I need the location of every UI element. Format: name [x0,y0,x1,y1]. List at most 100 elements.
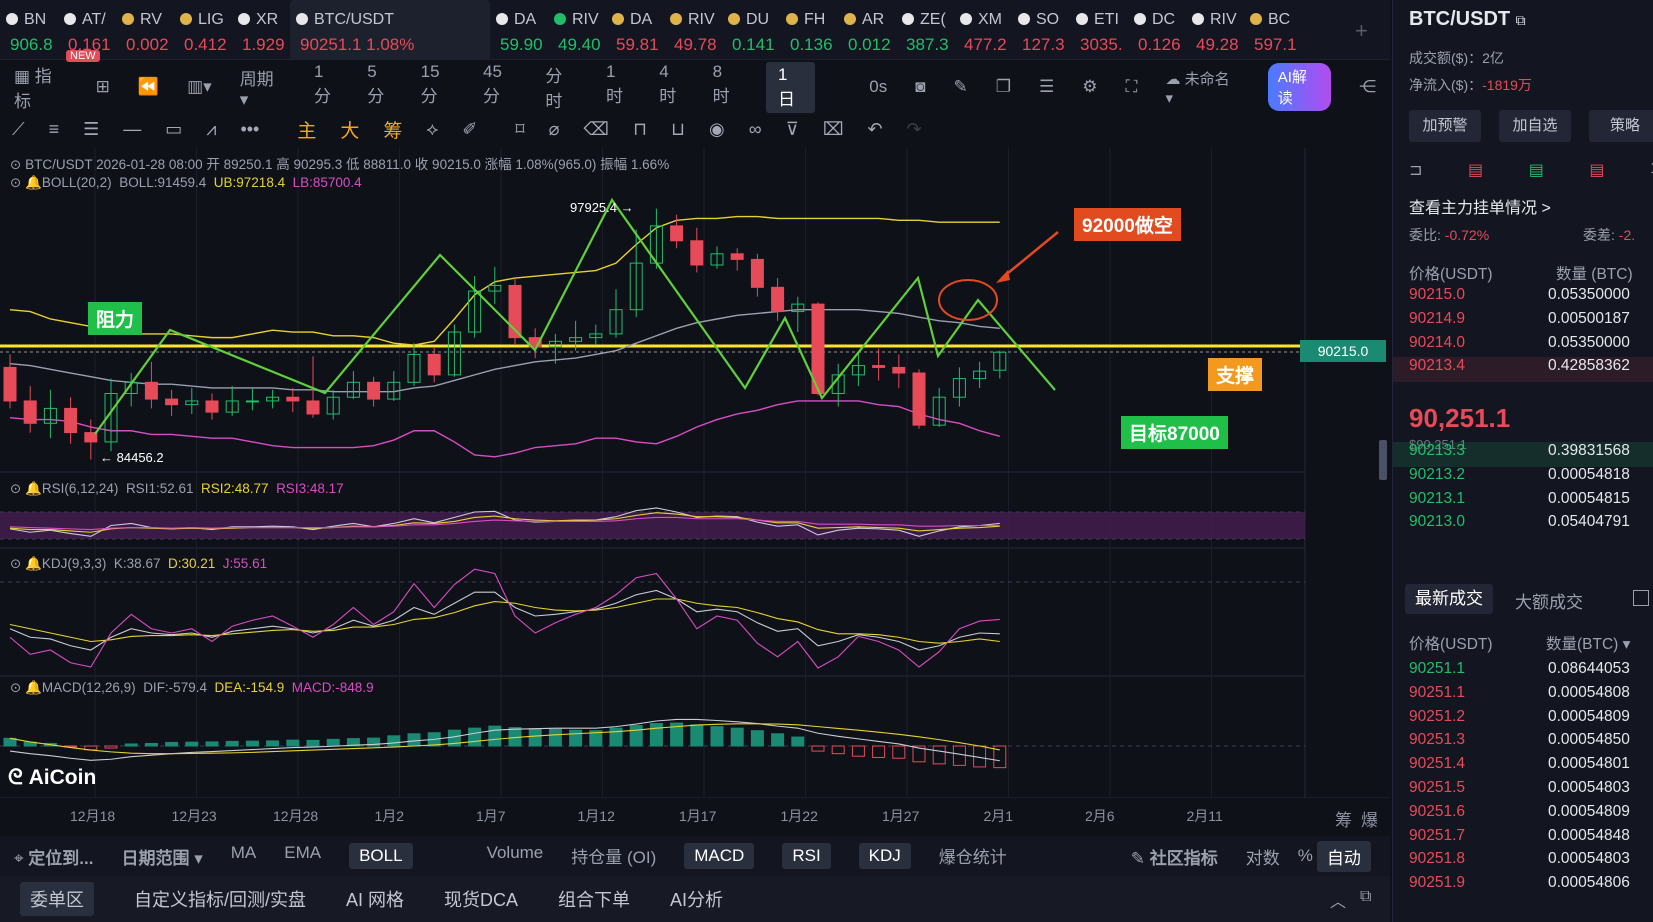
orderbook-row[interactable]: 90251.3 0.00054850 [1393,731,1653,756]
layout-icon[interactable]: ⊞ [95,77,110,96]
orderbook-row[interactable]: 90213.4 0.42858362 [1393,357,1653,383]
line-tool-icon[interactable]: ⟋ [12,118,25,139]
ticker-tab[interactable]: DC 0.126 [1128,0,1186,60]
trades-qty-header[interactable]: 数量(BTC) ▾ [1546,636,1631,653]
strategy-button[interactable]: 策略 [1589,110,1653,142]
orderbook-row[interactable]: 90251.6 0.00054809 [1393,803,1653,828]
redo-icon[interactable]: ↷ [906,118,922,139]
orderbook-row[interactable]: 90215.0 0.05350000 [1393,286,1653,311]
ray-tool-icon[interactable]: — [123,118,142,139]
orderbook-row[interactable]: 90251.1 0.08644053 [1393,660,1653,685]
depth-precision[interactable]: 1 [1650,160,1653,180]
orderbook-row[interactable]: 90251.2 0.00054809 [1393,708,1653,733]
footer-tab-1[interactable]: 自定义指标/回测/实盘 [134,890,307,910]
replay-icon[interactable]: ⏪ [137,77,160,96]
indicator-toggle-1[interactable]: EMA [284,843,322,862]
orderbook-row[interactable]: 90213.3 0.39831568 [1393,442,1653,467]
link-icon[interactable]: ∞ [748,118,762,139]
x-right-tool[interactable]: 筹 [1335,811,1352,830]
period-6[interactable]: 4时 [659,61,677,106]
depth-asks-icon[interactable]: ▤ [1589,162,1605,179]
rect-tool-icon[interactable]: ▭ [165,118,183,139]
add-alert-button[interactable]: 加预警 [1409,110,1481,142]
footer-tab-5[interactable]: AI分析 [670,890,724,910]
magnet-icon[interactable]: ⊓ [632,118,647,139]
depth-link[interactable]: 查看主力挂单情况 > [1409,200,1551,217]
pencil-icon[interactable]: ✎ [953,77,968,96]
settings-icon[interactable]: ⚙ [1082,77,1098,96]
panel-resize-handle[interactable] [1379,440,1387,480]
ticker-tab[interactable]: RIV 49.40 [548,0,606,60]
orderbook-row[interactable]: 90214.0 0.05350000 [1393,334,1653,359]
lock-icon[interactable]: ⊔ [670,118,686,139]
period-8[interactable]: 1日 [765,61,816,113]
trash-icon[interactable]: ⌧ [822,118,844,139]
period-3[interactable]: 45分 [483,61,502,106]
depth-split-icon[interactable]: ▤ [1467,162,1484,179]
eye-icon[interactable]: ◉ [709,118,725,139]
indicator-button[interactable]: ▦ 指标 NEW [14,50,100,112]
period-5[interactable]: 1时 [605,61,623,106]
camera-icon[interactable]: ◙ [915,77,926,96]
orderbook-row[interactable]: 90251.7 0.00054848 [1393,827,1653,852]
brush-tool-icon[interactable]: ✐ [462,118,478,139]
big-order-tool[interactable]: 大 [340,120,360,142]
wave-tool-icon[interactable]: ⩘ [206,118,217,139]
footer-tab-2[interactable]: AI 网格 [346,890,405,910]
window-icon[interactable]: ❐ [995,77,1012,96]
kline-chart[interactable] [0,148,1390,798]
ticker-tab[interactable]: LIG 0.412 [174,0,232,60]
orderbook-row[interactable]: 90251.5 0.00054803 [1393,779,1653,804]
ticker-tab[interactable]: DA 59.81 [606,0,664,60]
percent-toggle[interactable]: % [1297,846,1313,865]
ticker-tab[interactable]: RIV 49.78 [664,0,722,60]
ticker-tab[interactable]: AR 0.012 [838,0,896,60]
x-right-tool[interactable]: 爆 [1361,811,1378,830]
indicator-toggle-3[interactable]: Volume [486,843,544,862]
filter-icon[interactable]: ⊽ [785,118,799,139]
ai-interpret-button[interactable]: AI解读 [1267,63,1332,111]
indicator-toggle-0[interactable]: MA [230,843,257,862]
main-force-tool[interactable]: 主 [297,120,317,142]
tab-latest-trades[interactable]: 最新成交 [1405,584,1493,614]
orderbook-row[interactable]: 90213.2 0.00054818 [1393,466,1653,491]
trades-checkbox[interactable] [1633,590,1649,606]
ticker-tab[interactable]: DU 0.141 [722,0,780,60]
auto-toggle[interactable]: 自动 [1316,840,1371,872]
ticker-tab[interactable]: BC 597.1 [1244,0,1302,60]
indicator-toggle-5[interactable]: MACD [684,843,755,869]
popout-icon[interactable]: ⧉ [1360,888,1372,905]
ticker-tab[interactable]: RV 0.002 [116,0,174,60]
add-watchlist-button[interactable]: 加自选 [1499,110,1571,142]
ticker-tab[interactable]: BN 906.8 [0,0,58,60]
ruler-tool-icon[interactable]: ⟡ [426,118,439,139]
orderbook-row[interactable]: 90251.9 0.00054806 [1393,874,1653,899]
period-1[interactable]: 5分 [367,61,385,106]
ticker-tab[interactable]: XM 477.2 [954,0,1012,60]
add-tab-button[interactable]: + [1355,18,1368,43]
orderbook-row[interactable]: 90251.1 0.00054808 [1393,684,1653,709]
ticker-tab[interactable]: BTC/USDT 90251.1 1.08% [290,0,490,60]
depth-both-icon[interactable]: ⊐ [1409,162,1423,179]
ticker-tab[interactable]: ZE(387.3 [896,0,954,60]
footer-tab-4[interactable]: 组合下单 [558,890,631,910]
ticker-tab[interactable]: ETI 3035. [1070,0,1128,60]
depth-bids-icon[interactable]: ▤ [1528,162,1544,179]
period-0[interactable]: 1分 [313,61,331,106]
footer-tab-0[interactable]: 委单区 [20,882,94,916]
fullscreen-icon[interactable]: ⛶ [1125,77,1138,96]
period-dropdown[interactable]: 周期 ▾ [239,69,274,109]
indicator-toggle-2[interactable]: BOLL [349,843,413,869]
collapse-icon[interactable]: ︿ [1330,894,1347,911]
footer-tab-3[interactable]: 现货DCA [444,890,519,910]
period-7[interactable]: 8时 [712,61,730,106]
ticker-tab[interactable]: DA 59.90 [490,0,548,60]
dots-tool-icon[interactable]: ••• [240,118,260,139]
orderbook-row[interactable]: 90214.9 0.00500187 [1393,310,1653,335]
period-2[interactable]: 15分 [420,61,440,106]
tab-big-trades[interactable]: 大额成交 [1515,593,1583,612]
eraser-icon[interactable]: ⌫ [583,118,609,139]
ticker-tab[interactable]: XR 1.929 [232,0,290,60]
orderbook-row[interactable]: 90251.4 0.00054801 [1393,755,1653,780]
share-icon[interactable]: ⋲ [1359,77,1377,96]
